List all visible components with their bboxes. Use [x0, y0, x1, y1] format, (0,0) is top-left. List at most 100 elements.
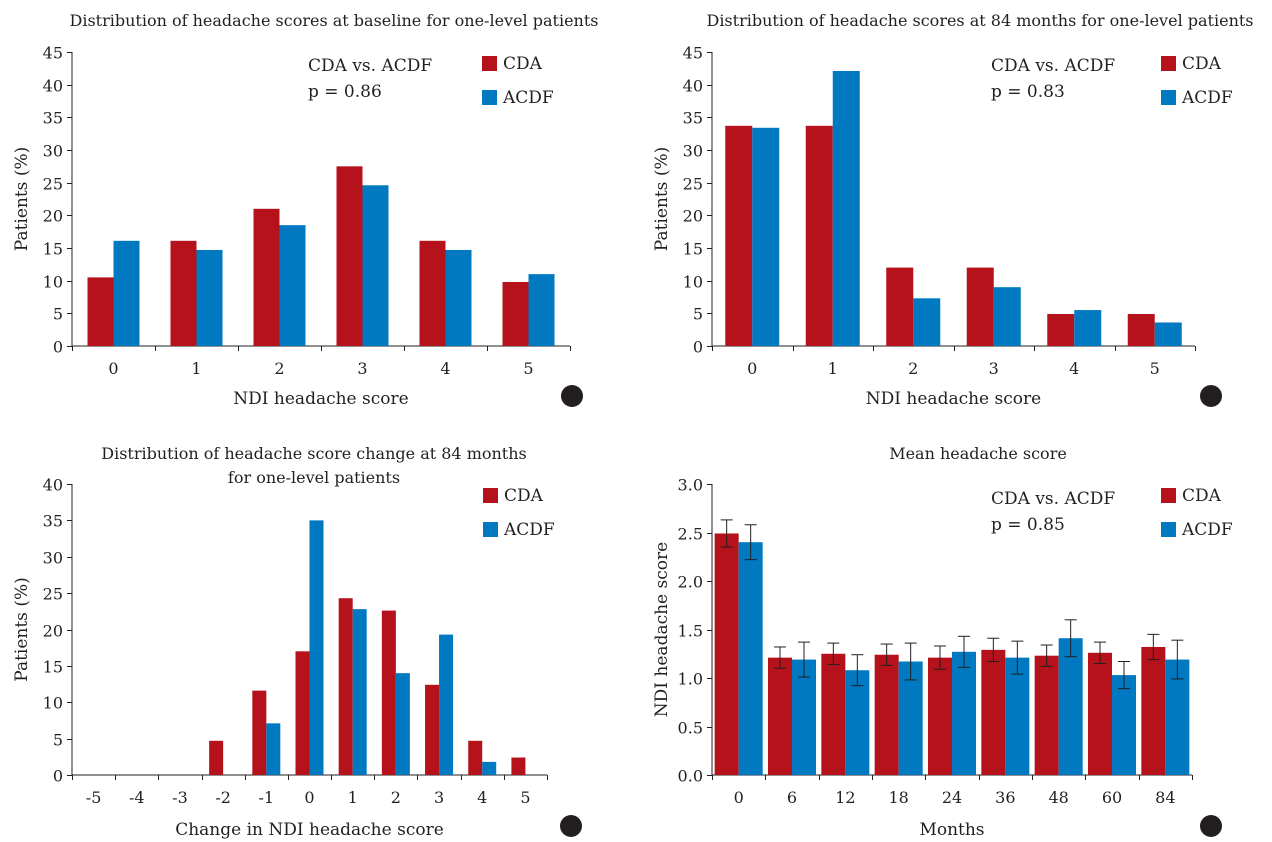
x-tick-label: 60 — [1102, 788, 1122, 807]
y-tick-label: 3.0 — [678, 476, 703, 495]
x-tick-label: -4 — [129, 788, 145, 807]
x-tick-label: -1 — [259, 788, 275, 807]
panel-badge — [561, 385, 583, 407]
bar-acdf-4 — [482, 761, 497, 775]
bar-cda-2 — [253, 208, 280, 346]
x-tick-label: -2 — [215, 788, 231, 807]
y-tick-label: 25 — [43, 585, 63, 604]
bar-acdf-3 — [439, 634, 454, 775]
bar-cda--1 — [252, 690, 267, 775]
bar-cda-5 — [1127, 313, 1155, 346]
y-tick-label: 0 — [693, 338, 703, 357]
x-tick-label: -3 — [172, 788, 188, 807]
x-tick-label: 0 — [734, 788, 744, 807]
x-tick-label: 3 — [434, 788, 444, 807]
panel-badge — [1200, 815, 1222, 837]
bar-cda-0 — [714, 533, 739, 775]
y-tick-label: 35 — [683, 109, 703, 128]
bar-cda-48 — [1034, 655, 1059, 775]
x-tick-label: 2 — [274, 359, 284, 378]
bar-acdf-0 — [752, 127, 780, 346]
y-tick-label: 40 — [43, 476, 63, 495]
bar-acdf-2 — [913, 298, 941, 346]
y-tick-label: 10 — [43, 694, 63, 713]
chart-title: Distribution of headache scores at 84 mo… — [706, 11, 1253, 30]
legend-swatch-cda — [1161, 56, 1176, 71]
y-tick-label: 15 — [43, 240, 63, 259]
bar-acdf-3 — [362, 185, 389, 346]
bar-acdf-5 — [1154, 322, 1182, 346]
bar-cda-4 — [468, 740, 483, 775]
bar-acdf-2 — [279, 225, 306, 346]
x-tick-label: 12 — [835, 788, 855, 807]
bar-acdf-6 — [792, 659, 816, 775]
bar-acdf-1 — [832, 70, 860, 347]
legend-swatch-acdf — [1161, 90, 1176, 105]
bar-cda-2 — [381, 610, 396, 775]
x-tick-label: 4 — [440, 359, 450, 378]
bar-acdf-4 — [445, 249, 472, 346]
legend-swatch-cda — [1161, 488, 1176, 503]
bar-cda-24 — [928, 657, 952, 775]
y-tick-label: 25 — [683, 175, 703, 194]
y-tick-label: 35 — [43, 109, 63, 128]
y-tick-label: 0 — [53, 338, 63, 357]
x-tick-label: 3 — [989, 359, 999, 378]
bar-acdf-4 — [1074, 310, 1102, 346]
y-axis-label: NDI headache score — [652, 542, 672, 717]
x-tick-label: -5 — [86, 788, 102, 807]
bar-cda-0 — [87, 277, 114, 346]
bar-cda--2 — [209, 740, 224, 775]
y-tick-label: 20 — [683, 207, 703, 226]
bar-acdf-60 — [1112, 675, 1136, 775]
bar-cda-4 — [419, 240, 446, 346]
y-tick-label: 0.5 — [678, 719, 703, 738]
chart-title: Distribution of headache score change at… — [101, 444, 527, 463]
bar-cda-2 — [886, 267, 914, 346]
legend-swatch-cda — [483, 488, 498, 503]
panel-badge — [560, 815, 582, 837]
bar-cda-36 — [981, 649, 1006, 775]
y-tick-label: 5 — [53, 305, 63, 324]
x-tick-label: 24 — [942, 788, 962, 807]
x-tick-label: 3 — [357, 359, 367, 378]
stats-annotation: p = 0.85 — [991, 515, 1065, 535]
y-tick-label: 30 — [43, 142, 63, 161]
bar-acdf-0 — [309, 520, 324, 775]
x-tick-label: 6 — [787, 788, 797, 807]
legend-label-acdf: ACDF — [502, 88, 554, 108]
x-tick-label: 5 — [520, 788, 530, 807]
x-tick-label: 1 — [348, 788, 358, 807]
x-axis-label: NDI headache score — [866, 389, 1041, 409]
bar-cda-18 — [874, 654, 899, 775]
stats-annotation: CDA vs. ACDF — [308, 56, 432, 76]
chart-title: Distribution of headache scores at basel… — [70, 11, 599, 30]
x-tick-label: 0 — [747, 359, 757, 378]
y-tick-label: 10 — [43, 273, 63, 292]
y-tick-label: 0 — [53, 767, 63, 786]
y-tick-label: 15 — [683, 240, 703, 259]
y-tick-label: 30 — [683, 142, 703, 161]
y-tick-label: 20 — [43, 622, 63, 641]
bar-cda-1 — [170, 240, 197, 346]
bar-cda-3 — [966, 267, 994, 346]
y-tick-label: 20 — [43, 207, 63, 226]
y-tick-label: 5 — [53, 731, 63, 750]
x-tick-label: 84 — [1155, 788, 1175, 807]
y-tick-label: 30 — [43, 549, 63, 568]
chart-title-line2: for one-level patients — [228, 468, 400, 487]
chart-title: Mean headache score — [889, 444, 1067, 463]
x-axis-label: Months — [919, 820, 984, 840]
y-tick-label: 35 — [43, 512, 63, 531]
panel-badge-letter: C — [565, 819, 576, 835]
x-tick-label: 18 — [888, 788, 908, 807]
y-tick-label: 1.5 — [678, 622, 703, 641]
bar-cda-0 — [295, 651, 310, 775]
x-tick-label: 1 — [828, 359, 838, 378]
bar-cda-12 — [821, 653, 846, 775]
bar-cda-3 — [336, 166, 363, 346]
y-tick-label: 40 — [683, 77, 703, 96]
x-tick-label: 0 — [304, 788, 314, 807]
x-tick-label: 1 — [191, 359, 201, 378]
